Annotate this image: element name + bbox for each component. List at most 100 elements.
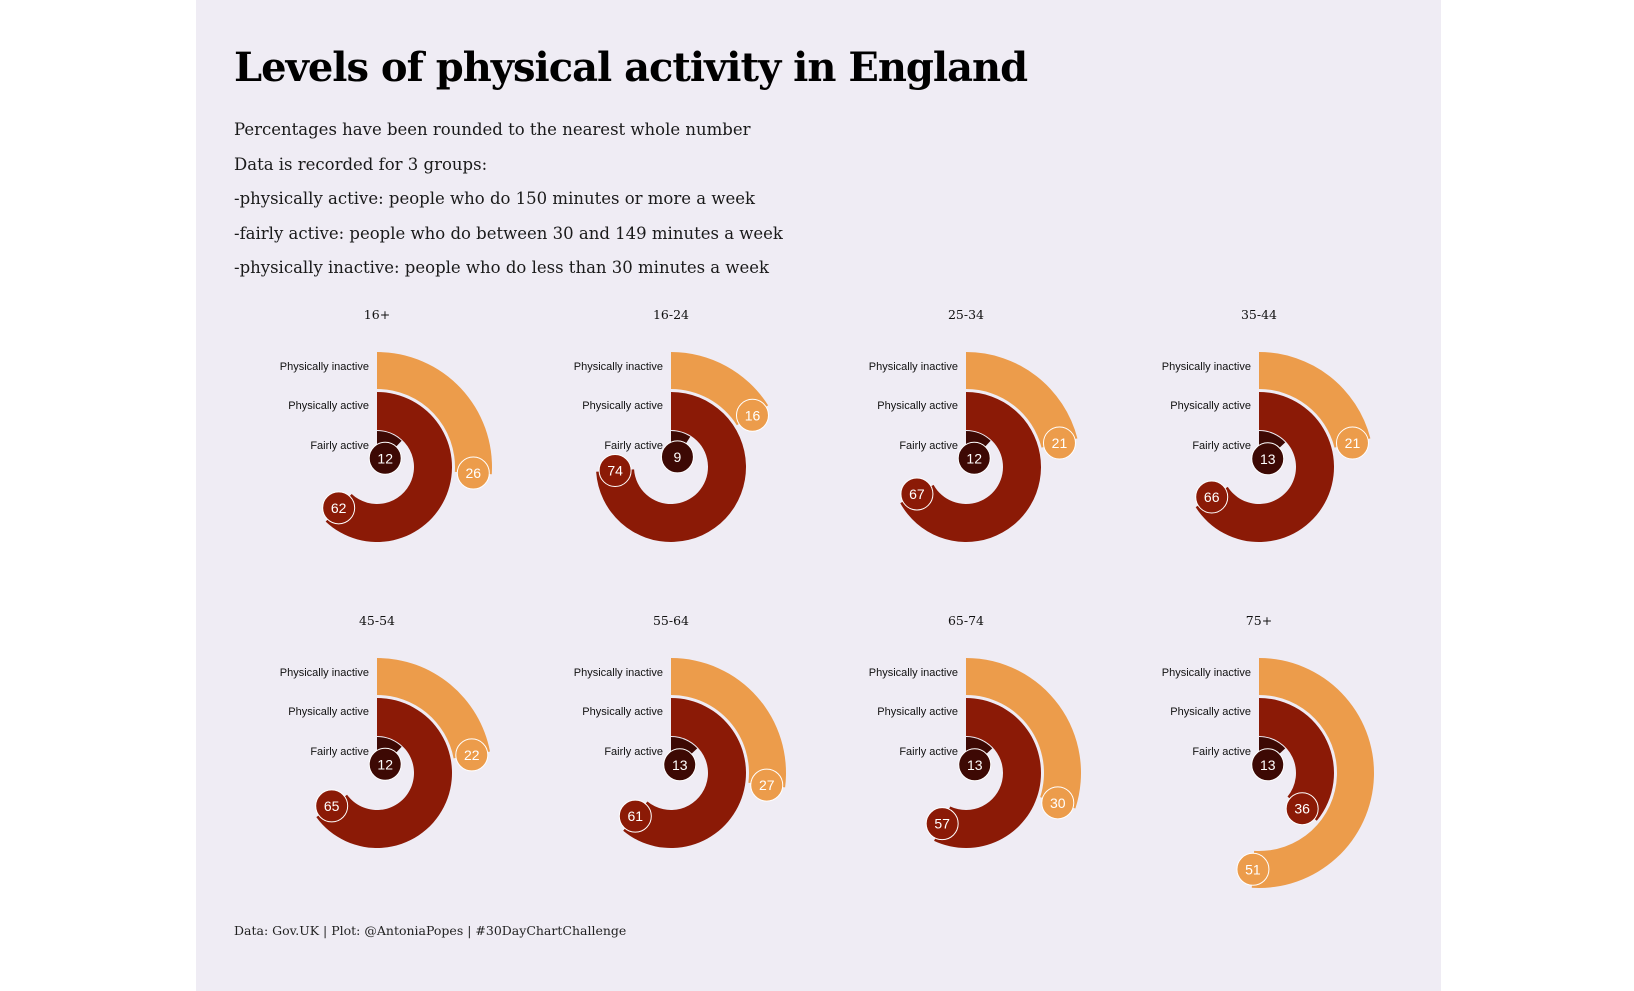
bar-physically-inactive — [671, 658, 786, 788]
value-badge — [663, 748, 697, 782]
bar-physically-active — [900, 392, 1041, 542]
value-badge — [1236, 852, 1270, 886]
category-label: Physically inactive — [574, 667, 663, 679]
value-label: 12 — [377, 450, 393, 466]
category-label: Physically inactive — [574, 361, 663, 373]
value-badge — [925, 807, 959, 841]
subtitle-line: -fairly active: people who do between 30… — [234, 224, 783, 243]
value-label: 12 — [966, 450, 982, 466]
value-label: 12 — [377, 756, 393, 772]
category-label: Physically active — [288, 706, 369, 718]
value-label: 30 — [1050, 795, 1066, 811]
bar-physically-inactive — [377, 658, 490, 759]
bar-physically-inactive — [1251, 658, 1374, 889]
facet-title: 55-64 — [653, 613, 689, 628]
value-label: 13 — [967, 757, 983, 773]
value-badge — [1042, 426, 1076, 460]
bar-physically-active — [596, 392, 746, 543]
value-badge — [1285, 792, 1319, 826]
value-label: 13 — [1260, 451, 1276, 467]
category-label: Physically active — [1170, 400, 1251, 412]
category-label: Physically active — [288, 400, 369, 412]
value-label: 22 — [464, 747, 480, 763]
facet-16+: 16+ Physically inactive Physically active F… — [280, 307, 492, 542]
value-badge — [1251, 442, 1285, 476]
facet-45-54: 45-54 Physically inactive Physically activ… — [280, 613, 490, 848]
facet-title: 45-54 — [359, 613, 395, 628]
bar-physically-active — [325, 392, 453, 542]
value-badge — [315, 789, 349, 823]
value-label: 61 — [628, 808, 644, 824]
facet-35-44: 35-44 Physically inactive Physically activ… — [1162, 307, 1371, 543]
category-label: Physically active — [1170, 706, 1251, 718]
category-label: Fairly active — [310, 440, 369, 452]
bar-physically-inactive — [966, 352, 1078, 448]
value-badge — [958, 748, 992, 782]
subtitle-line: Data is recorded for 3 groups: — [234, 155, 488, 174]
value-label: 26 — [466, 465, 482, 481]
category-label: Fairly active — [1192, 746, 1251, 758]
value-badge — [598, 454, 632, 488]
category-label: Physically inactive — [1162, 361, 1251, 373]
value-badge — [455, 738, 489, 772]
facet-title: 16+ — [364, 307, 390, 322]
facet-16-24: 16-24 Physically inactive Physically activ… — [574, 307, 769, 543]
value-label: 62 — [331, 500, 347, 516]
category-label: Fairly active — [1192, 440, 1251, 452]
category-label: Fairly active — [604, 440, 663, 452]
bar-physically-active — [623, 698, 746, 848]
category-label: Fairly active — [899, 746, 958, 758]
value-label: 27 — [759, 777, 775, 793]
category-label: Fairly active — [604, 746, 663, 758]
value-label: 74 — [607, 463, 623, 479]
subtitle-line: -physically inactive: people who do less… — [234, 258, 770, 277]
category-label: Physically active — [877, 400, 958, 412]
value-label: 16 — [745, 407, 761, 423]
bar-physically-inactive — [966, 658, 1081, 809]
category-label: Fairly active — [310, 746, 369, 758]
value-label: 13 — [672, 757, 688, 773]
bar-physically-inactive — [1259, 352, 1371, 448]
chart-panel: Levels of physical activity in England P… — [196, 0, 1441, 991]
value-badge — [1335, 426, 1369, 460]
value-badge — [1251, 748, 1285, 782]
facet-title: 25-34 — [948, 307, 984, 322]
value-badge — [900, 477, 934, 511]
facet-title: 75+ — [1246, 613, 1272, 628]
facet-65-74: 65-74 Physically inactive Physically activ… — [869, 613, 1081, 848]
caption: Data: Gov.UK | Plot: @AntoniaPopes | #30… — [234, 923, 627, 938]
bar-physically-active — [316, 698, 452, 848]
radial-bar-charts: 16+ Physically inactive Physically active F… — [280, 307, 1374, 889]
category-label: Physically inactive — [869, 667, 958, 679]
subtitle-line: Percentages have been rounded to the nea… — [234, 120, 751, 139]
category-label: Physically inactive — [1162, 667, 1251, 679]
category-label: Physically active — [877, 706, 958, 718]
category-label: Physically active — [582, 400, 663, 412]
bar-physically-inactive — [377, 352, 492, 475]
bar-physically-active — [934, 698, 1042, 848]
value-label: 67 — [909, 486, 925, 502]
category-label: Physically inactive — [280, 667, 369, 679]
bar-physically-active — [1259, 698, 1334, 821]
category-label: Physically active — [582, 706, 663, 718]
chart-title: Levels of physical activity in England — [234, 44, 1028, 91]
facet-75+: 75+ Physically inactive Physically active F… — [1162, 613, 1374, 889]
value-badge — [1195, 480, 1229, 514]
category-label: Fairly active — [899, 440, 958, 452]
value-badge — [957, 441, 991, 475]
value-label: 21 — [1052, 435, 1068, 451]
value-label: 13 — [1260, 757, 1276, 773]
subtitle-line: -physically active: people who do 150 mi… — [234, 189, 755, 208]
value-badge — [735, 398, 769, 432]
value-badge — [456, 456, 490, 490]
value-label: 66 — [1204, 489, 1220, 505]
facet-title: 35-44 — [1241, 307, 1277, 322]
category-label: Physically inactive — [280, 361, 369, 373]
facet-title: 16-24 — [653, 307, 689, 322]
value-label: 9 — [674, 449, 682, 465]
category-label: Physically inactive — [869, 361, 958, 373]
value-badge — [660, 440, 694, 474]
value-label: 21 — [1345, 435, 1361, 451]
value-badge — [368, 747, 402, 781]
value-label: 57 — [934, 816, 950, 832]
